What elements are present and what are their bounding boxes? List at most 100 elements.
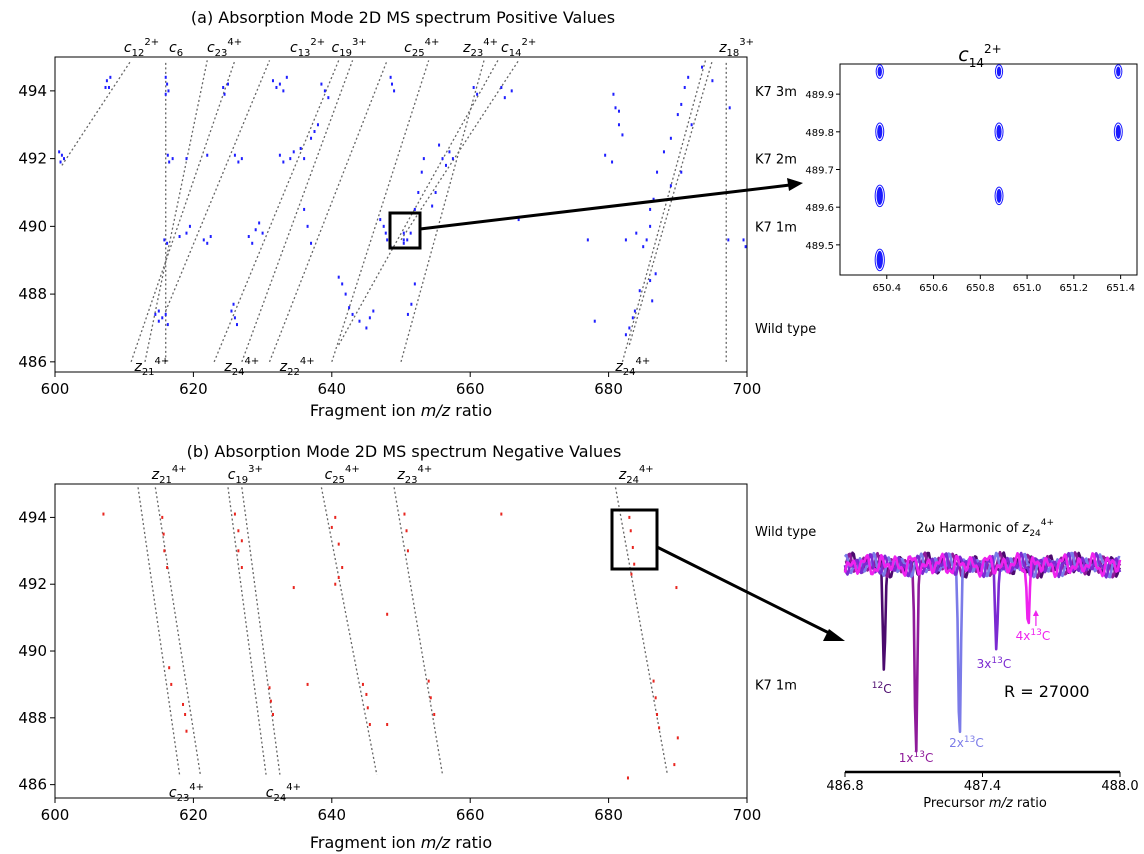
peak-label: 12C bbox=[872, 681, 892, 696]
data-point bbox=[642, 245, 645, 249]
data-point bbox=[656, 170, 659, 174]
data-point bbox=[185, 157, 188, 161]
ion-label-bottom: z244+ bbox=[614, 356, 650, 378]
data-point bbox=[517, 218, 520, 222]
peak-label: 1x13C bbox=[899, 750, 934, 765]
peak-contour bbox=[994, 186, 1004, 206]
data-point bbox=[368, 316, 371, 320]
y-tick-label: 492 bbox=[18, 150, 47, 168]
data-point bbox=[410, 302, 413, 306]
panel-b-xlabel: Fragment ion m/z ratio bbox=[310, 833, 492, 852]
inset-harmonic-axis: 486.8 487.4 488.0 bbox=[826, 770, 1139, 794]
data-point bbox=[422, 157, 425, 161]
ion-label-top: z183+ bbox=[718, 37, 754, 59]
inset-c14: c142+ 650.4 650.6 650.8 651.0 651.2 651.4 489.… bbox=[805, 42, 1138, 294]
row-label: K7 3m bbox=[755, 85, 797, 100]
data-point bbox=[351, 312, 354, 316]
row-label: Wild type bbox=[755, 322, 816, 337]
guide-line bbox=[165, 60, 271, 312]
guide-line bbox=[320, 487, 378, 775]
guide-line bbox=[393, 487, 444, 775]
data-point bbox=[164, 312, 167, 316]
data-point bbox=[162, 532, 165, 536]
data-point bbox=[631, 545, 634, 549]
panel-a-guide-lines bbox=[61, 60, 727, 363]
panel-a-zoom-arrow bbox=[419, 178, 803, 231]
data-point bbox=[406, 312, 409, 316]
data-point bbox=[303, 207, 306, 211]
data-point bbox=[656, 712, 659, 716]
data-point bbox=[233, 512, 236, 516]
peak-contour bbox=[875, 122, 885, 142]
data-point bbox=[166, 153, 169, 157]
panel-b-frame bbox=[54, 483, 748, 799]
inset-c14-blobs bbox=[874, 64, 1123, 272]
data-point bbox=[649, 279, 652, 283]
data-point bbox=[368, 723, 371, 727]
data-point bbox=[209, 235, 212, 239]
data-point bbox=[163, 549, 166, 553]
data-point bbox=[614, 106, 617, 110]
data-point bbox=[628, 515, 631, 519]
data-point bbox=[341, 282, 344, 286]
data-point bbox=[337, 576, 340, 580]
data-point bbox=[230, 309, 233, 313]
ion-label-top: c234+ bbox=[207, 37, 242, 59]
data-point bbox=[306, 682, 309, 686]
data-point bbox=[164, 92, 167, 96]
panel-a-xlabel: Fragment ion m/z ratio bbox=[310, 401, 492, 420]
x-tick-label: 700 bbox=[733, 380, 762, 398]
data-point bbox=[654, 272, 657, 276]
guide-line bbox=[331, 60, 430, 363]
data-point bbox=[593, 319, 596, 323]
data-point bbox=[676, 736, 679, 740]
data-point bbox=[744, 245, 747, 249]
data-point bbox=[382, 224, 385, 228]
data-point bbox=[268, 686, 271, 690]
data-point bbox=[182, 702, 185, 706]
data-point bbox=[337, 542, 340, 546]
x-tick-label: 620 bbox=[179, 806, 208, 824]
peak-blob bbox=[996, 66, 1002, 77]
data-point bbox=[222, 85, 225, 89]
data-point bbox=[292, 150, 295, 154]
panel-b-row-labels: Wild type K7 1m bbox=[755, 525, 816, 694]
ion-label-bottom: z244+ bbox=[223, 356, 259, 378]
data-point bbox=[161, 515, 164, 519]
ion-label-bottom: c234+ bbox=[169, 782, 204, 804]
y-tick-label: 494 bbox=[18, 82, 47, 100]
y-tick-label: 490 bbox=[18, 217, 47, 235]
x-tick-label: 640 bbox=[317, 806, 346, 824]
guide-line bbox=[227, 487, 267, 775]
data-point bbox=[690, 123, 693, 127]
data-point bbox=[391, 82, 394, 86]
data-point bbox=[334, 582, 337, 586]
data-point bbox=[171, 157, 174, 161]
x-tick-label: 650.4 bbox=[872, 283, 901, 294]
peak-blob bbox=[996, 124, 1002, 139]
data-point bbox=[633, 309, 636, 313]
data-point bbox=[680, 170, 683, 174]
data-point bbox=[402, 238, 405, 242]
data-point bbox=[206, 153, 209, 157]
y-tick-label: 489.8 bbox=[805, 128, 834, 139]
data-point bbox=[645, 238, 648, 242]
peak-contour bbox=[1114, 64, 1123, 79]
peak-blob bbox=[877, 124, 883, 139]
data-point bbox=[271, 79, 274, 83]
data-point bbox=[472, 85, 475, 89]
data-point bbox=[240, 566, 243, 570]
data-point bbox=[227, 82, 229, 86]
y-tick-label: 490 bbox=[18, 642, 47, 660]
data-point bbox=[649, 207, 652, 211]
data-point bbox=[327, 96, 330, 100]
ion-label-top: c122+ bbox=[124, 37, 159, 59]
data-point bbox=[386, 238, 389, 242]
data-point bbox=[247, 235, 250, 239]
data-point bbox=[109, 75, 112, 79]
y-tick-label: 489.9 bbox=[805, 90, 834, 101]
data-point bbox=[365, 326, 368, 330]
data-point bbox=[434, 190, 437, 194]
data-point bbox=[166, 82, 169, 86]
